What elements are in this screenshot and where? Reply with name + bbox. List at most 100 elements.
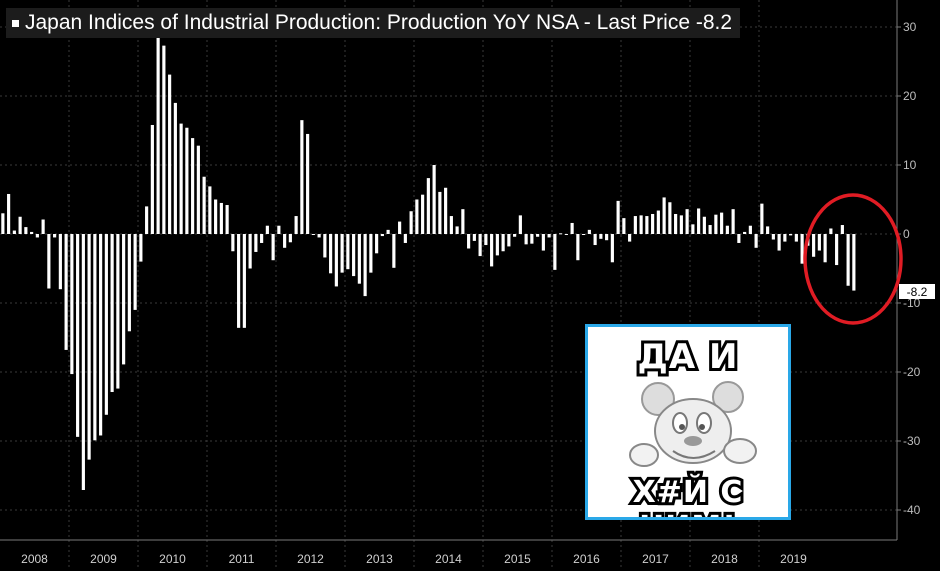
bar: [7, 193, 11, 234]
bar: [835, 234, 839, 266]
bar: [840, 225, 844, 234]
x-tick-label: 2009: [90, 552, 117, 566]
bar: [415, 199, 419, 234]
bar: [104, 234, 108, 415]
bar: [576, 234, 580, 261]
bar: [300, 120, 304, 234]
bar: [559, 233, 563, 235]
bar: [1, 213, 5, 234]
bar: [87, 234, 91, 460]
bar: [58, 234, 62, 290]
bar: [783, 234, 787, 242]
bar: [150, 124, 154, 234]
bar: [846, 234, 850, 286]
bar: [81, 234, 85, 490]
bar: [812, 234, 816, 257]
bar: [800, 234, 804, 264]
x-tick-label: 2014: [435, 552, 462, 566]
bar: [18, 216, 22, 234]
bar: [254, 234, 258, 252]
bar: [570, 222, 574, 234]
bar: [674, 213, 678, 234]
bar: [426, 178, 430, 234]
bar: [317, 234, 321, 238]
bar: [737, 234, 741, 243]
x-tick-label: 2011: [229, 552, 255, 566]
bar: [771, 234, 775, 240]
y-tick-label: 10: [903, 158, 917, 172]
y-tick-label: 30: [903, 20, 917, 34]
highlight-circle: [803, 193, 903, 325]
bar: [789, 234, 793, 236]
x-tick-label: 2019: [780, 552, 807, 566]
bar: [495, 234, 499, 256]
x-tick-labels: 2008 2009 2010 2011 2012 2013 2014 2015 2016 2017…: [21, 552, 807, 566]
bar: [357, 234, 361, 284]
bar: [490, 234, 494, 267]
y-tick-label: 0: [903, 227, 910, 241]
bar: [271, 234, 275, 261]
bar: [24, 227, 28, 234]
bar: [748, 225, 752, 234]
meme-bottom-text: Х#Й С НИМ!: [630, 472, 746, 517]
bar: [455, 226, 459, 234]
bar: [306, 133, 310, 234]
bar: [363, 234, 367, 297]
bar: [122, 234, 126, 365]
bars: [1, 33, 856, 490]
bar: [731, 209, 735, 234]
bar: [334, 234, 338, 287]
bar: [662, 197, 666, 234]
x-tick-label: 2017: [642, 552, 669, 566]
chart-title: Japan Indices of Industrial Production: …: [6, 8, 741, 38]
bar: [829, 228, 833, 234]
bar: [628, 234, 632, 242]
bar: [645, 216, 649, 234]
bar: [323, 234, 327, 258]
bar: [668, 202, 672, 234]
bar: [248, 234, 252, 269]
bar: [582, 234, 586, 235]
legend-square-icon: [12, 19, 19, 27]
bar: [484, 234, 488, 246]
bar: [145, 206, 149, 234]
x-tick-label: 2010: [159, 552, 186, 566]
bar: [93, 234, 97, 441]
y-tick-label: -30: [903, 434, 921, 448]
bar: [375, 234, 379, 254]
x-tick-label: 2012: [297, 552, 324, 566]
bar: [311, 234, 315, 235]
bar: [461, 209, 465, 234]
bar: [168, 74, 172, 234]
cartoon-mouse-shrug-icon: [629, 381, 757, 467]
bar: [702, 216, 706, 234]
bar: [501, 234, 505, 252]
bar: [76, 234, 80, 437]
bar: [444, 187, 448, 234]
bar: [41, 219, 45, 234]
bar: [70, 234, 74, 375]
bar: [380, 234, 384, 237]
bar: [196, 145, 200, 234]
bar: [110, 234, 114, 393]
bar: [610, 234, 614, 263]
y-tick-label: -40: [903, 503, 921, 517]
bar: [725, 225, 729, 234]
bar: [472, 234, 476, 241]
bar: [265, 225, 269, 234]
bar: [219, 202, 223, 234]
x-tick-label: 2015: [504, 552, 531, 566]
bar: [587, 229, 591, 234]
bar: [294, 216, 298, 234]
bar: [12, 230, 16, 234]
bar: [593, 234, 597, 246]
bar: [340, 234, 344, 273]
bar: [260, 234, 264, 243]
bar: [133, 234, 137, 310]
bar: [478, 234, 482, 257]
bar: [685, 209, 689, 234]
bar: [622, 218, 626, 234]
bar: [817, 234, 821, 251]
bar: [553, 234, 557, 270]
